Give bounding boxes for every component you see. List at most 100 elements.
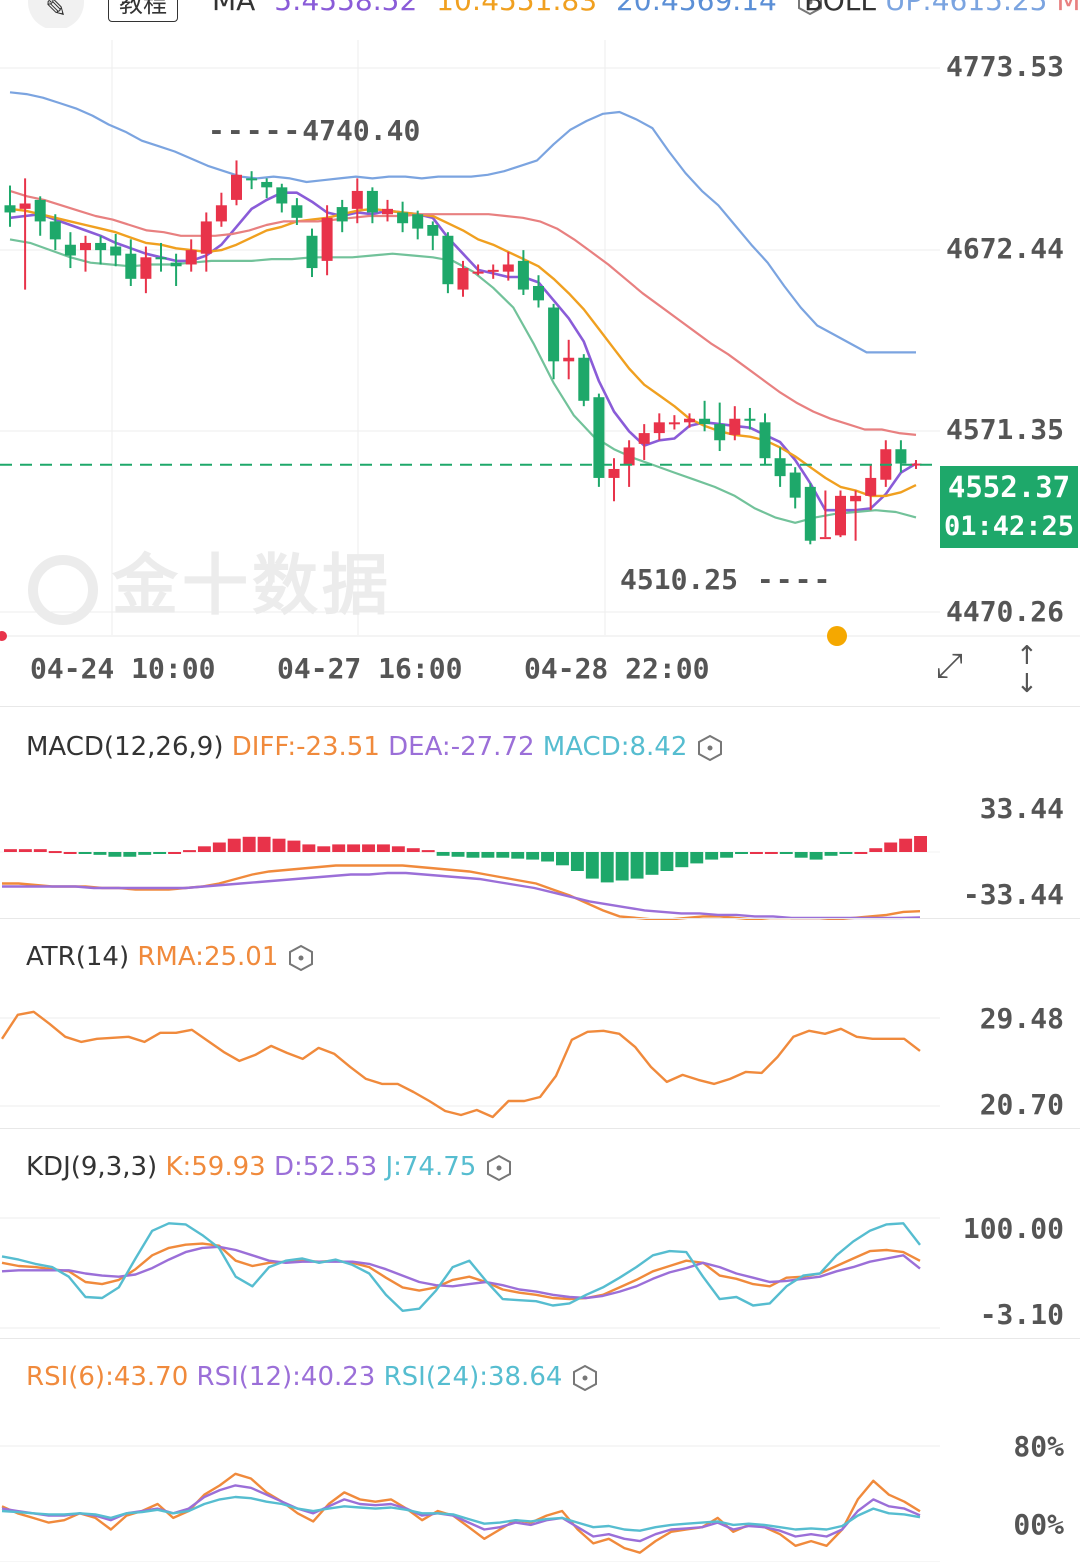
price-axis-label: 4672.44 xyxy=(945,232,1064,265)
vertical-resize-icon[interactable]: ↑ ↓ xyxy=(1016,641,1038,699)
low-price: 4510.25 xyxy=(620,563,739,596)
rsi6-value: RSI(6):43.70 xyxy=(26,1362,189,1392)
ma-label: MA xyxy=(212,0,256,17)
macd-bar xyxy=(406,848,420,852)
draw-tool-button[interactable]: ✎ xyxy=(28,0,84,28)
series-line-2 xyxy=(1,1495,921,1532)
candle-body xyxy=(910,463,922,466)
candle-body xyxy=(593,397,605,478)
candle-body xyxy=(19,203,31,209)
macd-bar xyxy=(869,848,883,852)
candle-body xyxy=(140,257,152,279)
macd-bar xyxy=(421,850,435,853)
diff-line xyxy=(2,864,921,920)
candle-body xyxy=(276,187,288,204)
macd-bar xyxy=(615,852,629,881)
series-line-0 xyxy=(1,1242,921,1301)
candle-body xyxy=(744,418,756,421)
settings-hex-icon[interactable] xyxy=(571,1364,599,1392)
macd-bar xyxy=(317,846,331,852)
candle-body xyxy=(457,268,469,290)
macd-title: MACD(12,26,9) xyxy=(26,732,224,762)
candle-body xyxy=(110,246,122,256)
candle-body xyxy=(336,207,348,222)
high-annotation: -----4740.40 xyxy=(208,114,421,147)
candle-body xyxy=(850,495,862,502)
settings-hex-icon[interactable] xyxy=(696,734,724,762)
candle-body xyxy=(533,285,544,301)
atr-legend: ATR(14) RMA:25.01 xyxy=(26,942,315,972)
series-line-2 xyxy=(1,1222,921,1313)
macd-bar xyxy=(138,852,152,855)
event-marker xyxy=(0,631,7,641)
macd-bar xyxy=(675,852,689,868)
candle-body xyxy=(699,418,711,425)
atr-axis-label: 29.48 xyxy=(979,1002,1064,1035)
ma-legend: MA 5:4558.52 10:4551.83 20:4569.14 xyxy=(212,0,824,18)
macd-bar xyxy=(884,842,898,852)
macd-bar xyxy=(183,850,196,853)
expand-icon[interactable]: ⤢ xyxy=(936,646,964,686)
candle-body xyxy=(200,221,212,254)
macd-bar xyxy=(108,852,122,857)
candle-body xyxy=(472,271,484,274)
boll-legend: BOLL UP:4615.25 MI xyxy=(804,0,1080,18)
rsi24-value: RSI(24):38.64 xyxy=(383,1362,563,1392)
rsi-axis-label: 00% xyxy=(1013,1508,1064,1541)
candle-body xyxy=(95,242,107,251)
candle-body xyxy=(442,235,454,285)
candle-body xyxy=(729,418,741,435)
price-axis-label: 4773.53 xyxy=(945,50,1064,83)
macd-bar xyxy=(511,852,525,859)
rsi-legend: RSI(6):43.70 RSI(12):40.23 RSI(24):38.64 xyxy=(26,1362,599,1392)
candle-body xyxy=(34,199,46,222)
settings-hex-icon[interactable] xyxy=(287,944,315,972)
candle-body xyxy=(215,205,227,222)
settings-hex-icon[interactable] xyxy=(485,1154,513,1182)
candle-body xyxy=(306,235,318,269)
candle-body xyxy=(684,418,695,423)
settings-hex-icon[interactable] xyxy=(796,0,824,16)
macd-bar xyxy=(123,852,137,857)
macd-chart xyxy=(0,836,940,920)
high-price: 4740.40 xyxy=(302,114,421,147)
series-line-0 xyxy=(0,1010,921,1119)
candle-body xyxy=(653,422,665,434)
kdj-j: J:74.75 xyxy=(385,1152,477,1182)
candle-body xyxy=(835,495,846,536)
macd-legend: MACD(12,26,9) DIFF:-23.51 DEA:-27.72 MAC… xyxy=(26,732,724,762)
macd-bar xyxy=(794,852,808,858)
macd-bar xyxy=(63,852,77,854)
macd-bar xyxy=(914,836,927,852)
candle-body xyxy=(638,433,650,444)
macd-value: MACD:8.42 xyxy=(542,732,688,762)
boll-label: BOLL xyxy=(804,0,876,17)
macd-bar xyxy=(272,838,286,852)
candle-body xyxy=(865,477,877,496)
macd-bar xyxy=(227,838,241,852)
time-axis-label: 04-27 16:00 xyxy=(277,652,463,685)
candle-body xyxy=(517,260,529,290)
macd-bar xyxy=(824,852,838,856)
candle-body xyxy=(668,422,680,425)
macd-bar xyxy=(779,852,793,854)
tutorial-button[interactable]: 教程 xyxy=(108,0,178,22)
macd-dea: DEA:-27.72 xyxy=(388,732,535,762)
candle-body xyxy=(351,190,363,209)
candle-body xyxy=(789,472,801,498)
price-axis-label: 4470.26 xyxy=(945,595,1064,628)
divider xyxy=(0,1338,1080,1339)
price-axis-label: 4571.35 xyxy=(945,413,1064,446)
macd-bar xyxy=(18,849,32,852)
candle-body xyxy=(397,212,409,224)
candlestick-chart[interactable] xyxy=(0,0,1080,705)
candle-body xyxy=(185,250,197,265)
atr-chart xyxy=(0,1010,940,1119)
candle-body xyxy=(170,262,182,267)
kdj-title: KDJ(9,3,3) xyxy=(26,1152,158,1182)
candle-body xyxy=(291,205,303,218)
candle-body xyxy=(623,447,635,466)
candle-body xyxy=(321,217,333,261)
countdown-tag: 01:42:25 xyxy=(940,508,1078,548)
candle-body xyxy=(563,357,575,362)
